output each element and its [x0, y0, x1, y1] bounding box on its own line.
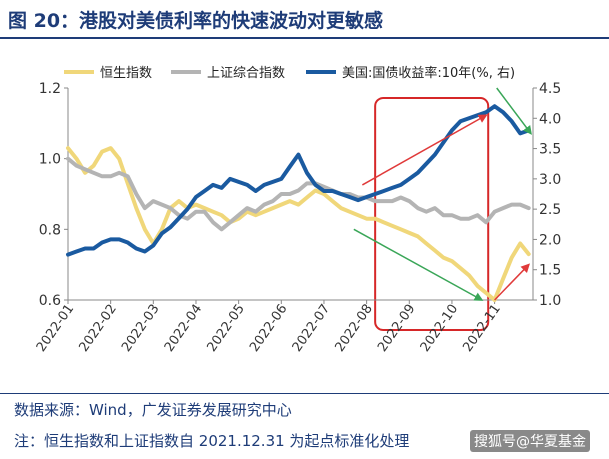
x-tick-label: 2022-03 [119, 302, 162, 355]
y-right-tick-label: 2.5 [539, 202, 561, 218]
x-tick-label: 2022-07 [290, 302, 333, 355]
y-left-tick-label: 1.2 [39, 81, 61, 97]
y-right-tick-label: 3.5 [539, 142, 561, 158]
y-left-tick-label: 0.8 [39, 222, 61, 238]
annotations [374, 97, 490, 331]
data-source: 数据来源：Wind，广发证券发展研究中心 [14, 401, 292, 419]
x-tick-label: 2022-02 [76, 302, 119, 355]
legend-label: 恒生指数 [100, 66, 152, 81]
x-tick-label: 2022-04 [162, 302, 205, 355]
x-tick-label: 2022-11 [460, 302, 503, 355]
yield-up-arrow [361, 114, 488, 186]
y-right-tick-label: 3.0 [539, 172, 561, 188]
hsi-rebound-arrow [494, 263, 530, 301]
y-right-tick-label: 4.5 [539, 81, 561, 97]
legend: 恒生指数 上证综合指数 美国:国债收益率:10年(%, 右) [64, 65, 515, 81]
series-line-2 [66, 104, 531, 257]
series-line-0 [66, 146, 531, 302]
title-bar: 图 20：港股对美债利率的快速波动对更敏感 [0, 0, 609, 38]
y-right-tick-label: 1.0 [539, 293, 561, 309]
arrows [353, 87, 532, 301]
x-tick-label: 2022-05 [204, 302, 247, 355]
y-right-tick-label: 2.0 [539, 232, 561, 248]
footnote: 注：恒生指数和上证指数自 2021.12.31 为起点标准化处理 [14, 432, 410, 450]
watermark: 搜狐号@华夏基金 [470, 430, 590, 452]
x-tick-label: 2022-06 [247, 302, 290, 355]
y-left-tick-label: 0.6 [39, 293, 61, 309]
x-tick-label: 2022-10 [418, 302, 461, 355]
hsi-down-arrow [353, 228, 484, 301]
legend-label: 上证综合指数 [207, 66, 285, 81]
yield-down-arrow [496, 87, 532, 135]
x-tick-label: 2022-08 [332, 302, 375, 355]
legend-label: 美国:国债收益率:10年(%, 右) [342, 65, 515, 81]
line-chart: 恒生指数 上证综合指数 美国:国债收益率:10年(%, 右) 0.6 0.8 1.0 1.… [34, 65, 561, 355]
y-left-tick-label: 1.0 [39, 152, 61, 168]
series-group [66, 104, 531, 302]
y-right-tick-label: 1.5 [539, 263, 561, 279]
series-line-1 [66, 156, 531, 232]
y-right-tick-label: 4.0 [539, 111, 561, 127]
highlight-box [374, 97, 490, 331]
title-rule [0, 37, 609, 39]
source-rule [0, 393, 609, 394]
x-tick-label: 2022-01 [34, 302, 77, 355]
x-tick-label: 2022-09 [375, 302, 418, 355]
figure-title: 图 20：港股对美债利率的快速波动对更敏感 [8, 10, 384, 32]
